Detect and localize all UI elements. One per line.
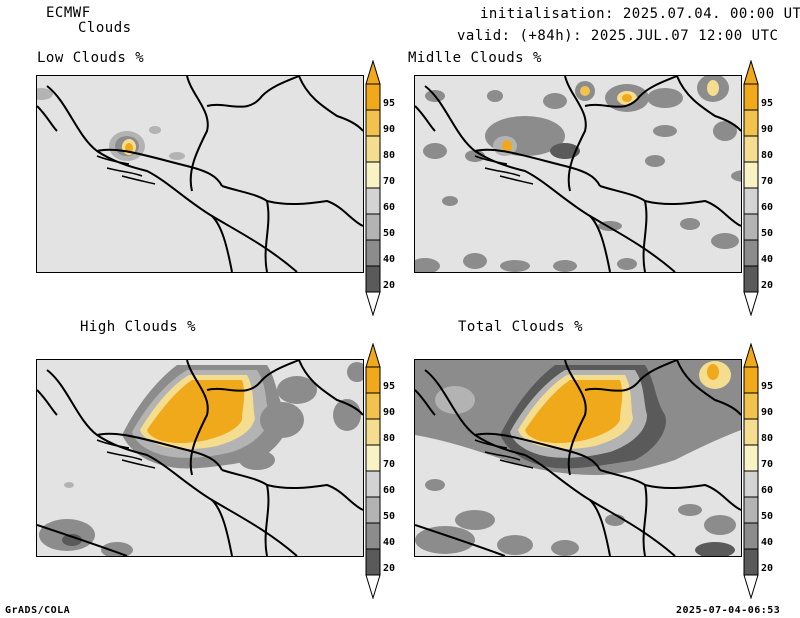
colorbar-segment bbox=[743, 187, 759, 215]
low-clouds-map bbox=[37, 76, 363, 272]
colorbar-tick-label: 80 bbox=[761, 433, 774, 444]
colorbar-segment bbox=[365, 366, 381, 394]
colorbar-top-arrow bbox=[365, 343, 381, 368]
colorbar-tick-label: 20 bbox=[761, 563, 774, 574]
colorbar-segment bbox=[365, 392, 381, 420]
high-clouds-map bbox=[37, 360, 363, 556]
colorbar-tick-label: 70 bbox=[383, 459, 396, 470]
colorbar-segment bbox=[743, 496, 759, 524]
colorbar-tick-label: 95 bbox=[383, 98, 396, 109]
colorbar-tick-label: 20 bbox=[383, 280, 396, 291]
colorbar-tick-label: 50 bbox=[383, 511, 396, 522]
colorbar-top-arrow bbox=[743, 60, 759, 85]
colorbar-tick-label: 90 bbox=[761, 124, 774, 135]
colorbar-segment bbox=[743, 135, 759, 163]
colorbar-segment bbox=[365, 161, 381, 189]
colorbar-segment bbox=[743, 392, 759, 420]
colorbar-graphic bbox=[743, 343, 759, 599]
colorbar-graphic bbox=[365, 343, 381, 599]
panel-title-low-clouds: Low Clouds % bbox=[37, 50, 145, 66]
panel-title-total-clouds: Total Clouds % bbox=[458, 319, 584, 335]
colorbar-tick-label: 95 bbox=[383, 381, 396, 392]
map-panel-low-clouds bbox=[36, 75, 364, 273]
panel-title-high-clouds: High Clouds % bbox=[80, 319, 197, 335]
colorbar-low-clouds: 95 90 80 70 60 50 40 20 bbox=[365, 60, 405, 316]
colorbar-tick-label: 50 bbox=[761, 228, 774, 239]
colorbar-high-clouds: 95 90 80 70 60 50 40 20 bbox=[365, 343, 405, 599]
colorbar-tick-label: 95 bbox=[761, 381, 774, 392]
colorbar-tick-label: 20 bbox=[761, 280, 774, 291]
colorbar-top-arrow bbox=[365, 60, 381, 85]
colorbar-segment bbox=[365, 83, 381, 111]
colorbar-segment bbox=[365, 418, 381, 446]
colorbar-bottom-arrow bbox=[365, 574, 381, 599]
colorbar-tick-label: 60 bbox=[761, 485, 774, 496]
model-label: ECMWF bbox=[46, 5, 91, 21]
colorbar-segment bbox=[743, 83, 759, 111]
colorbar-tick-label: 80 bbox=[761, 150, 774, 161]
colorbar-segment bbox=[365, 187, 381, 215]
colorbar-tick-label: 90 bbox=[383, 124, 396, 135]
colorbar-tick-label: 20 bbox=[383, 563, 396, 574]
colorbar-tick-label: 90 bbox=[383, 407, 396, 418]
colorbar-segment bbox=[365, 496, 381, 524]
colorbar-bottom-arrow bbox=[365, 291, 381, 316]
middle-clouds-map bbox=[415, 76, 741, 272]
colorbar-segment bbox=[365, 548, 381, 576]
colorbar-tick-label: 40 bbox=[761, 537, 774, 548]
footer-software-label: GrADS/COLA bbox=[5, 605, 71, 616]
colorbar-tick-label: 60 bbox=[383, 202, 396, 213]
colorbar-tick-label: 60 bbox=[761, 202, 774, 213]
colorbar-segment bbox=[743, 418, 759, 446]
total-clouds-map bbox=[415, 360, 741, 556]
colorbar-tick-label: 40 bbox=[761, 254, 774, 265]
colorbar-tick-label: 80 bbox=[383, 433, 396, 444]
colorbar-segment bbox=[365, 444, 381, 472]
colorbar-tick-label: 50 bbox=[383, 228, 396, 239]
colorbar-segment bbox=[743, 239, 759, 267]
colorbar-tick-label: 40 bbox=[383, 254, 396, 265]
colorbar-top-arrow bbox=[743, 343, 759, 368]
colorbar-segment bbox=[743, 366, 759, 394]
colorbar-tick-label: 40 bbox=[383, 537, 396, 548]
colorbar-graphic bbox=[365, 60, 381, 316]
colorbar-segment bbox=[743, 265, 759, 293]
colorbar-segment bbox=[743, 444, 759, 472]
colorbar-segment bbox=[743, 213, 759, 241]
colorbar-tick-label: 95 bbox=[761, 98, 774, 109]
colorbar-tick-label: 70 bbox=[383, 176, 396, 187]
colorbar-segment bbox=[743, 470, 759, 498]
valid-time-label: valid: (+84h): 2025.JUL.07 12:00 UTC bbox=[457, 28, 779, 44]
colorbar-segment bbox=[365, 239, 381, 267]
colorbar-segment bbox=[743, 161, 759, 189]
colorbar-segment bbox=[365, 109, 381, 137]
panel-title-middle-clouds: Midlle Clouds % bbox=[408, 50, 542, 66]
colorbar-segment bbox=[743, 548, 759, 576]
colorbar-segment bbox=[743, 522, 759, 550]
map-panel-total-clouds bbox=[414, 359, 742, 557]
colorbar-tick-label: 90 bbox=[761, 407, 774, 418]
colorbar-tick-label: 50 bbox=[761, 511, 774, 522]
colorbar-tick-label: 70 bbox=[761, 459, 774, 470]
colorbar-segment bbox=[743, 109, 759, 137]
footer-timestamp: 2025-07-04-06:53 bbox=[676, 605, 781, 616]
colorbar-segment bbox=[365, 470, 381, 498]
map-panel-high-clouds bbox=[36, 359, 364, 557]
colorbar-bottom-arrow bbox=[743, 574, 759, 599]
initialisation-label: initialisation: 2025.07.04. 00:00 UTC bbox=[480, 6, 800, 22]
colorbar-middle-clouds: 95 90 80 70 60 50 40 20 bbox=[743, 60, 783, 316]
product-label: Clouds bbox=[78, 20, 132, 36]
colorbar-segment bbox=[365, 522, 381, 550]
colorbar-total-clouds: 95 90 80 70 60 50 40 20 bbox=[743, 343, 783, 599]
map-panel-middle-clouds bbox=[414, 75, 742, 273]
colorbar-segment bbox=[365, 265, 381, 293]
colorbar-segment bbox=[365, 213, 381, 241]
colorbar-graphic bbox=[743, 60, 759, 316]
colorbar-bottom-arrow bbox=[743, 291, 759, 316]
colorbar-tick-label: 70 bbox=[761, 176, 774, 187]
colorbar-tick-label: 60 bbox=[383, 485, 396, 496]
colorbar-tick-label: 80 bbox=[383, 150, 396, 161]
colorbar-segment bbox=[365, 135, 381, 163]
